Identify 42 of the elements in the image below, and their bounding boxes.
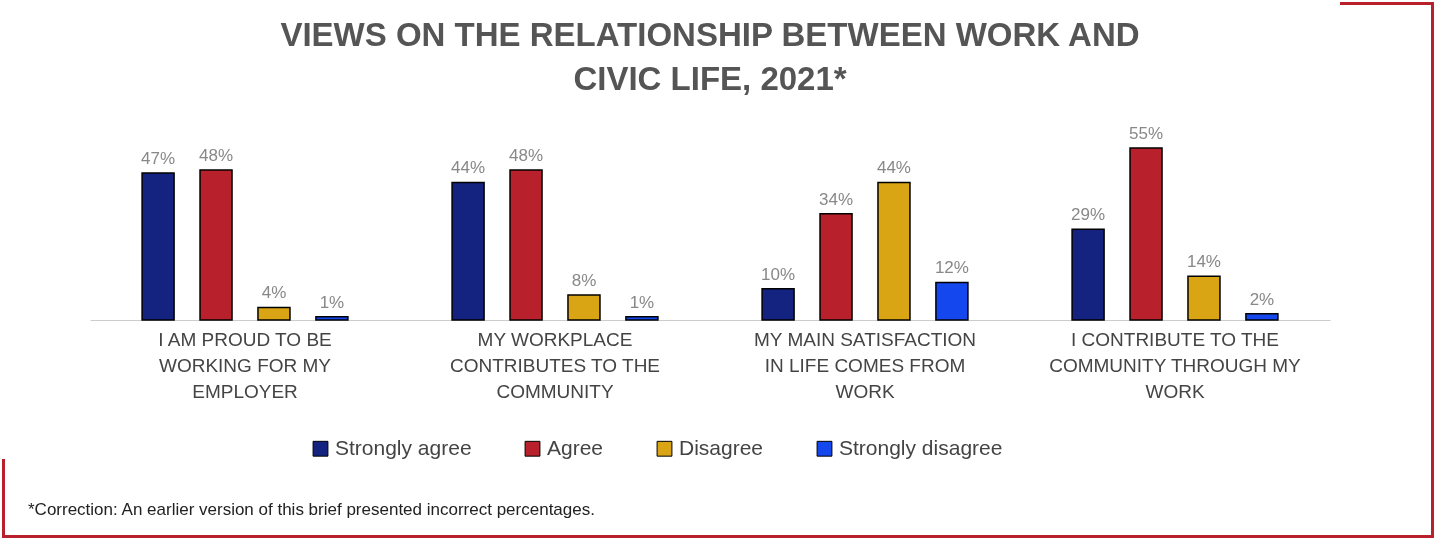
bar [257, 306, 291, 321]
data-label: 47% [141, 149, 176, 169]
bar [509, 169, 543, 321]
bar [1187, 275, 1221, 321]
chart-title: VIEWS ON THE RELATIONSHIP BETWEEN WORK AND CIVIC LIFE, 2021* [280, 16, 1140, 97]
data-label: 4% [261, 283, 287, 303]
bar [1129, 147, 1163, 321]
data-label: 29% [1071, 205, 1106, 225]
bar [761, 287, 795, 321]
bar [315, 316, 349, 321]
data-label: 8% [571, 270, 597, 290]
legend-label: Agree [547, 435, 604, 459]
bar [199, 169, 233, 321]
data-label: 2% [1249, 289, 1275, 309]
data-label: 48% [199, 145, 234, 165]
data-label: 34% [819, 189, 854, 209]
data-label: 48% [509, 145, 544, 165]
data-label: 44% [876, 158, 911, 178]
bar [1245, 313, 1279, 321]
x-tick-label: MY WORKPLACE CONTRIBUTES TO THE COMMUNITY [449, 328, 661, 402]
legend-label: Disagree [679, 435, 764, 459]
legend-label: Strongly disagree [839, 435, 1003, 459]
data-label: 12% [934, 258, 969, 278]
bar [935, 281, 969, 321]
data-label: 44% [451, 158, 486, 178]
x-tick-label: I AM PROUD TO BE WORKING FOR MY EMPLOYER [158, 328, 332, 402]
bar [819, 212, 853, 321]
data-label: 55% [1129, 124, 1164, 143]
bar [141, 172, 175, 321]
data-label: 14% [1186, 252, 1221, 272]
bar [451, 181, 485, 321]
text: *Correction: An earlier version of this brief presented incorrect percentages. [28, 500, 595, 520]
data-label: 1% [629, 292, 655, 312]
bar [877, 181, 911, 321]
bar [625, 316, 659, 321]
data-label: 1% [319, 292, 345, 312]
bar [1071, 228, 1105, 321]
legend-label: Strongly agree [335, 435, 472, 459]
x-tick-label: I CONTRIBUTE TO THE COMMUNITY THROUGH MY WORK [1049, 328, 1302, 402]
x-tick-label: MY MAIN SATISFACTION IN LIFE COMES FROM WORK [753, 328, 977, 402]
data-label: 10% [761, 264, 796, 284]
bar [567, 294, 601, 321]
